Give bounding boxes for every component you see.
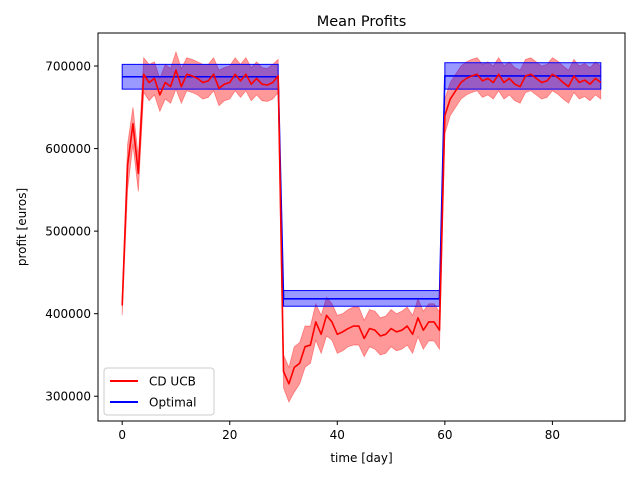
cd-ucb-line — [121, 69, 602, 385]
x-tick-label: 20 — [222, 428, 237, 442]
chart-title: Mean Profits — [317, 14, 407, 30]
y-tick-label: 500000 — [45, 225, 91, 239]
y-tick-label: 300000 — [45, 390, 91, 404]
plot-frame — [97, 32, 626, 422]
x-tick-label: 40 — [330, 428, 345, 442]
x-tick-label: 60 — [437, 428, 452, 442]
y-tick-label: 400000 — [45, 307, 91, 321]
x-axis: 0 20 40 60 80 — [118, 421, 560, 442]
optimal-line — [122, 75, 601, 300]
y-tick-label: 700000 — [45, 60, 91, 74]
y-axis-label: profit [euros] — [15, 188, 29, 266]
legend: CD UCB Optimal — [103, 367, 215, 416]
legend-label-cd-ucb: CD UCB — [149, 375, 196, 389]
x-tick-label: 0 — [118, 428, 126, 442]
cd-ucb-confidence-band — [121, 50, 602, 403]
x-tick-label: 80 — [545, 428, 560, 442]
legend-box — [103, 367, 215, 416]
series-lines — [121, 69, 602, 385]
y-tick-label: 600000 — [45, 142, 91, 156]
legend-label-optimal: Optimal — [149, 396, 196, 410]
x-axis-label: time [day] — [330, 451, 392, 465]
confidence-bands — [121, 50, 602, 403]
y-axis: 300000 400000 500000 600000 700000 — [45, 60, 98, 404]
